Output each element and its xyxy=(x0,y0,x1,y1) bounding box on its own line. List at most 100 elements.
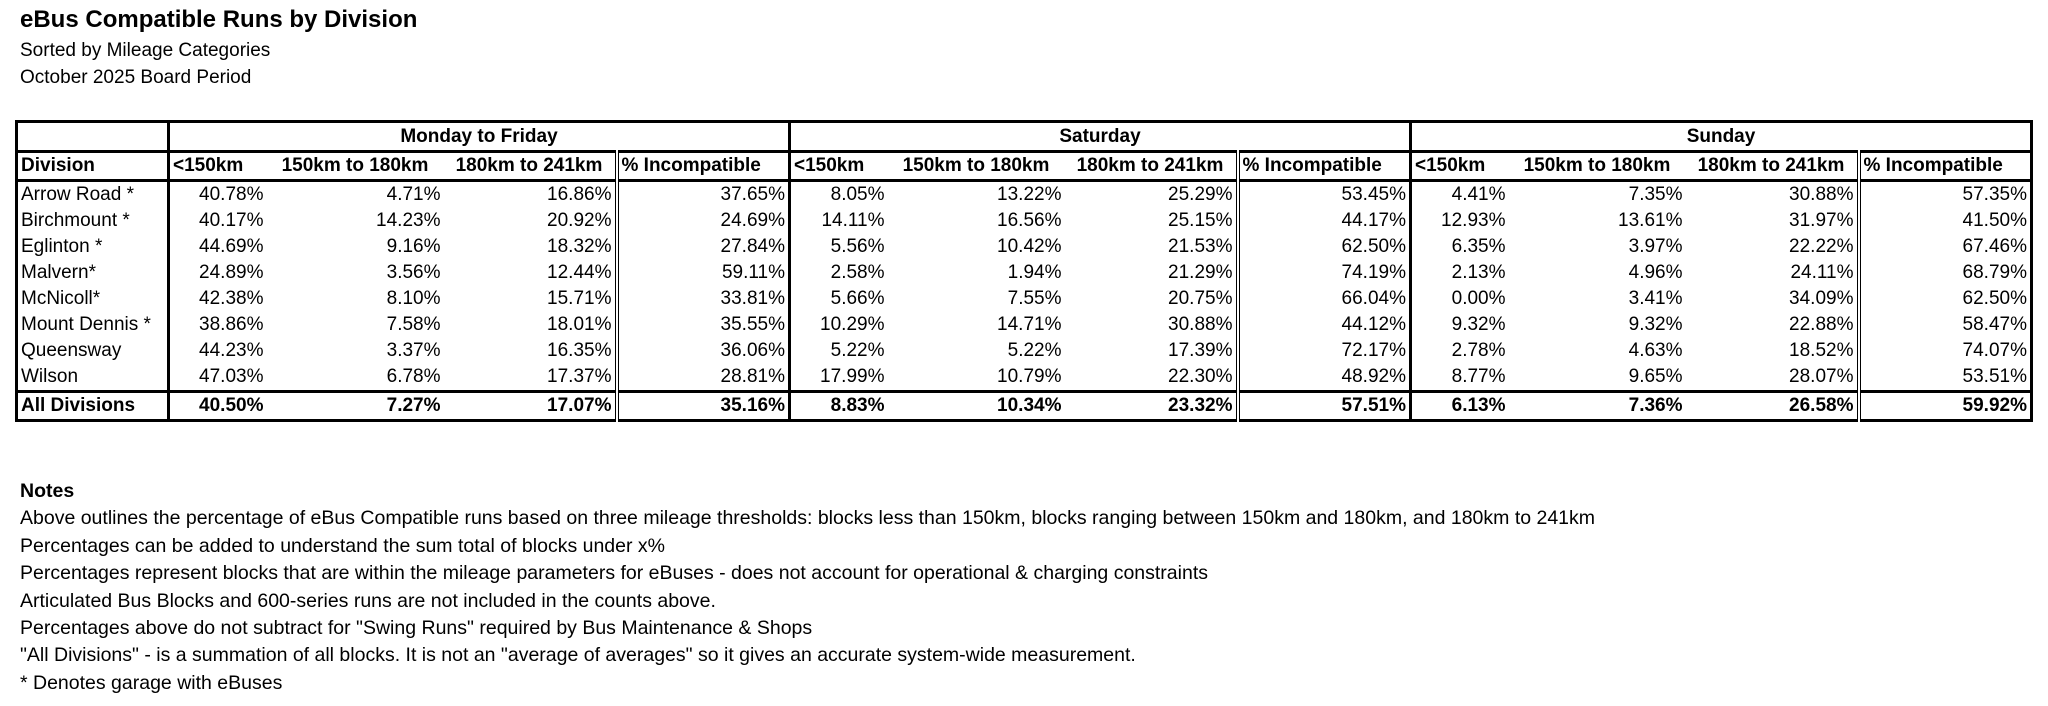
percentage-cell: 8.77% xyxy=(1409,364,1509,392)
section-header-row: Monday to Friday Saturday Sunday xyxy=(16,121,2032,153)
percentage-cell: 2.13% xyxy=(1409,260,1509,286)
percentage-cell: 4.96% xyxy=(1628,262,1683,283)
percentage-cell: 57.51% xyxy=(1235,390,1411,421)
column-header: % Incompatible xyxy=(1235,151,1411,182)
percentage-cell: 4.71% xyxy=(386,184,441,205)
report-title: eBus Compatible Runs by Division xyxy=(20,6,418,33)
percentage-cell: 22.22% xyxy=(1789,236,1854,257)
percentage-cell: 23.32% xyxy=(1064,390,1238,421)
percentage-cell: 53.51% xyxy=(1856,364,2032,392)
percentage-cell: 72.17% xyxy=(1235,338,1411,364)
percentage-cell: 17.07% xyxy=(443,390,617,421)
percentage-cell: 4.41% xyxy=(1409,180,1509,208)
table-row: Queensway 44.23% 3.37% 16.35% 36.06% 5.22% 5.2… xyxy=(16,338,2032,364)
percentage-cell: 38.86% xyxy=(167,312,267,338)
percentage-cell: 8.10% xyxy=(386,288,441,309)
percentage-cell: 2.58% xyxy=(788,260,888,286)
percentage-cell: 31.97% xyxy=(1789,210,1854,231)
division-name: Mount Dennis * xyxy=(16,312,170,338)
column-header: 150km to 180km xyxy=(887,151,1065,182)
percentage-cell: 10.42% xyxy=(997,236,1062,257)
percentage-cell: 40.50% xyxy=(167,390,267,421)
percentage-cell: 9.32% xyxy=(1628,314,1683,335)
percentage-cell: 40.17% xyxy=(167,208,267,234)
percentage-cell: 9.65% xyxy=(1628,366,1683,387)
percentage-cell: 0.00% xyxy=(1409,286,1509,312)
percentage-cell: 16.35% xyxy=(547,340,612,361)
percentage-cell: 68.79% xyxy=(1856,260,2032,286)
percentage-cell: 3.41% xyxy=(1628,288,1683,309)
percentage-cell: 4.63% xyxy=(1628,340,1683,361)
percentage-cell: 5.22% xyxy=(788,338,888,364)
column-header: <150km xyxy=(788,151,888,182)
percentage-cell: 3.37% xyxy=(386,340,441,361)
percentage-cell: 53.45% xyxy=(1235,180,1411,208)
percentage-cell: 24.89% xyxy=(167,260,267,286)
section-header-sunday: Sunday xyxy=(1409,121,2032,153)
percentage-cell: 48.92% xyxy=(1235,364,1411,392)
percentage-cell: 22.30% xyxy=(1168,366,1233,387)
percentage-cell: 17.99% xyxy=(788,364,888,392)
column-header: % Incompatible xyxy=(1856,151,2032,182)
division-header: Division xyxy=(16,151,170,182)
board-period: October 2025 Board Period xyxy=(20,67,252,88)
percentage-cell: 62.50% xyxy=(1856,286,2032,312)
column-header: 180km to 241km xyxy=(443,151,617,182)
percentage-cell: 2.78% xyxy=(1409,338,1509,364)
percentage-cell: 74.07% xyxy=(1856,338,2032,364)
table-row: Birchmount * 40.17% 14.23% 20.92% 24.69% 14.1… xyxy=(16,208,2032,234)
column-header: 180km to 241km xyxy=(1685,151,1859,182)
percentage-cell: 18.52% xyxy=(1789,340,1854,361)
blank-corner-cell xyxy=(16,121,170,153)
percentage-cell: 34.09% xyxy=(1789,288,1854,309)
percentage-cell: 74.19% xyxy=(1235,260,1411,286)
section-header-monday-to-friday: Monday to Friday xyxy=(167,121,790,153)
percentage-cell: 13.61% xyxy=(1618,210,1683,231)
percentage-cell: 15.71% xyxy=(547,288,612,309)
table-row: Malvern* 24.89% 3.56% 12.44% 59.11% 2.58% 1.94… xyxy=(16,260,2032,286)
percentage-cell: 10.34% xyxy=(887,390,1065,421)
percentage-cell: 7.36% xyxy=(1508,390,1686,421)
percentage-cell: 7.58% xyxy=(386,314,441,335)
percentage-cell: 14.71% xyxy=(997,314,1062,335)
percentage-cell: 10.29% xyxy=(788,312,888,338)
percentage-cell: 37.65% xyxy=(614,180,790,208)
percentage-cell: 10.79% xyxy=(997,366,1062,387)
percentage-cell: 7.27% xyxy=(266,390,444,421)
percentage-cell: 33.81% xyxy=(614,286,790,312)
percentage-cell: 44.17% xyxy=(1235,208,1411,234)
percentage-cell: 16.86% xyxy=(547,184,612,205)
note-item: Percentages represent blocks that are wi… xyxy=(20,562,1208,585)
percentage-cell: 20.92% xyxy=(547,210,612,231)
percentage-cell: 7.35% xyxy=(1628,184,1683,205)
percentage-cell: 5.66% xyxy=(788,286,888,312)
table-row: Wilson 47.03% 6.78% 17.37% 28.81% 17.99% 10.79… xyxy=(16,364,2032,392)
percentage-cell: 14.11% xyxy=(788,208,888,234)
note-item: Percentages above do not subtract for "S… xyxy=(20,617,813,640)
column-header: <150km xyxy=(167,151,267,182)
percentage-cell: 62.50% xyxy=(1235,234,1411,260)
percentage-cell: 5.56% xyxy=(788,234,888,260)
percentage-cell: 9.16% xyxy=(386,236,441,257)
percentage-cell: 36.06% xyxy=(614,338,790,364)
percentage-cell: 7.55% xyxy=(1007,288,1062,309)
note-item: "All Divisions" - is a summation of all … xyxy=(20,644,1136,667)
division-name: Arrow Road * xyxy=(16,180,170,208)
percentage-cell: 67.46% xyxy=(1856,234,2032,260)
percentage-cell: 47.03% xyxy=(167,364,267,392)
percentage-cell: 59.11% xyxy=(614,260,790,286)
division-name: Malvern* xyxy=(16,260,170,286)
percentage-cell: 42.38% xyxy=(167,286,267,312)
division-name: McNicoll* xyxy=(16,286,170,312)
percentage-cell: 28.07% xyxy=(1789,366,1854,387)
division-name: Birchmount * xyxy=(16,208,170,234)
percentage-cell: 57.35% xyxy=(1856,180,2032,208)
percentage-cell: 35.55% xyxy=(614,312,790,338)
table-row: McNicoll* 42.38% 8.10% 15.71% 33.81% 5.66% 7.5… xyxy=(16,286,2032,312)
percentage-cell: 44.12% xyxy=(1235,312,1411,338)
percentage-cell: 21.53% xyxy=(1168,236,1233,257)
division-name: Wilson xyxy=(16,364,170,392)
percentage-cell: 28.81% xyxy=(614,364,790,392)
percentage-cell: 6.35% xyxy=(1409,234,1509,260)
percentage-cell: 1.94% xyxy=(1007,262,1062,283)
